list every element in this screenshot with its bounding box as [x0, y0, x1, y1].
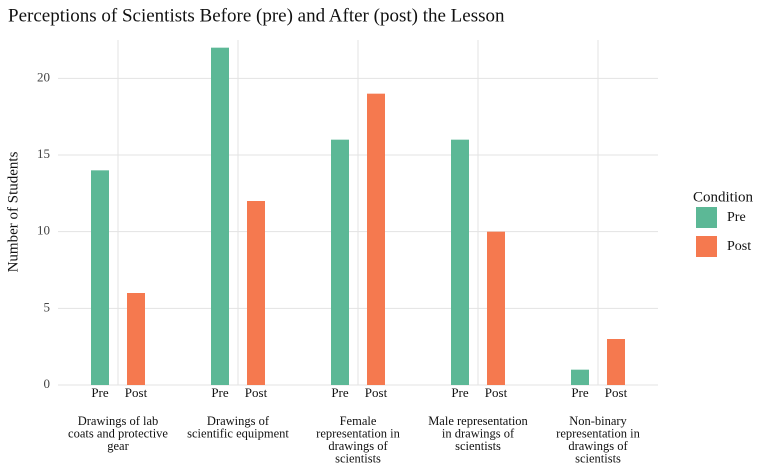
y-tick-label: 15 — [37, 146, 50, 161]
legend-label: Post — [727, 239, 751, 254]
bar — [607, 339, 625, 385]
x-tick-label: Pre — [211, 385, 229, 400]
facet-label-line: Non-binary — [569, 414, 627, 428]
facet-label-line: representation in — [556, 426, 640, 440]
legend-key — [696, 236, 717, 257]
facet-label: Drawings of lab coats and protective gear — [68, 414, 168, 453]
bar — [127, 293, 145, 385]
facet-label-line: Male representation — [428, 414, 528, 428]
facet-label-line: representation in — [316, 426, 400, 440]
bar — [91, 170, 109, 385]
x-tick-label: Post — [605, 385, 628, 400]
x-tick-label: Pre — [571, 385, 589, 400]
y-tick-label: 5 — [44, 299, 51, 314]
facet-label-line: Female — [340, 414, 377, 428]
bar — [451, 139, 469, 385]
facet-label-line: gear — [107, 439, 129, 453]
x-tick-label: Post — [125, 385, 148, 400]
facet-label: Male representation in drawings of scienti… — [428, 414, 528, 453]
x-tick-label: Post — [245, 385, 268, 400]
chart-title: Perceptions of Scientists Before (pre) a… — [8, 5, 505, 26]
facet-label-line: scientists — [575, 451, 621, 465]
x-tick-label: Pre — [91, 385, 109, 400]
y-axis-label: Number of Students — [5, 151, 21, 272]
facet-label-line: drawings of — [328, 439, 388, 453]
legend-title: Condition — [693, 189, 754, 205]
bar — [487, 231, 505, 385]
x-tick-label: Post — [365, 385, 388, 400]
bar — [331, 139, 349, 385]
bar — [247, 201, 265, 385]
facet-label: Drawings of scientific equipment — [187, 414, 289, 441]
x-tick-label: Pre — [331, 385, 349, 400]
legend-label: Pre — [727, 210, 746, 225]
legend-key — [696, 207, 717, 228]
facet-label-line: scientific equipment — [187, 426, 289, 440]
bar — [367, 93, 385, 386]
facet-label-line: Drawings of lab — [78, 414, 159, 428]
y-tick-label: 10 — [37, 223, 50, 238]
facet-label-line: coats and protective — [68, 426, 168, 440]
facet-label: Non-binary representation in drawings of sc… — [556, 414, 640, 466]
y-tick-label: 20 — [37, 69, 50, 84]
facet-label-line: scientists — [335, 451, 381, 465]
x-tick-label: Post — [485, 385, 508, 400]
facet-label-line: Drawings of — [207, 414, 270, 428]
x-tick-label: Pre — [451, 385, 469, 400]
bar — [571, 369, 589, 385]
facet-label: Female representation in drawings of scient… — [316, 414, 400, 466]
y-tick-label: 0 — [44, 376, 51, 391]
facet-label-line: scientists — [455, 439, 501, 453]
facet-label-line: in drawings of — [442, 426, 515, 440]
bar — [211, 47, 229, 386]
facet-label-line: drawings of — [568, 439, 628, 453]
